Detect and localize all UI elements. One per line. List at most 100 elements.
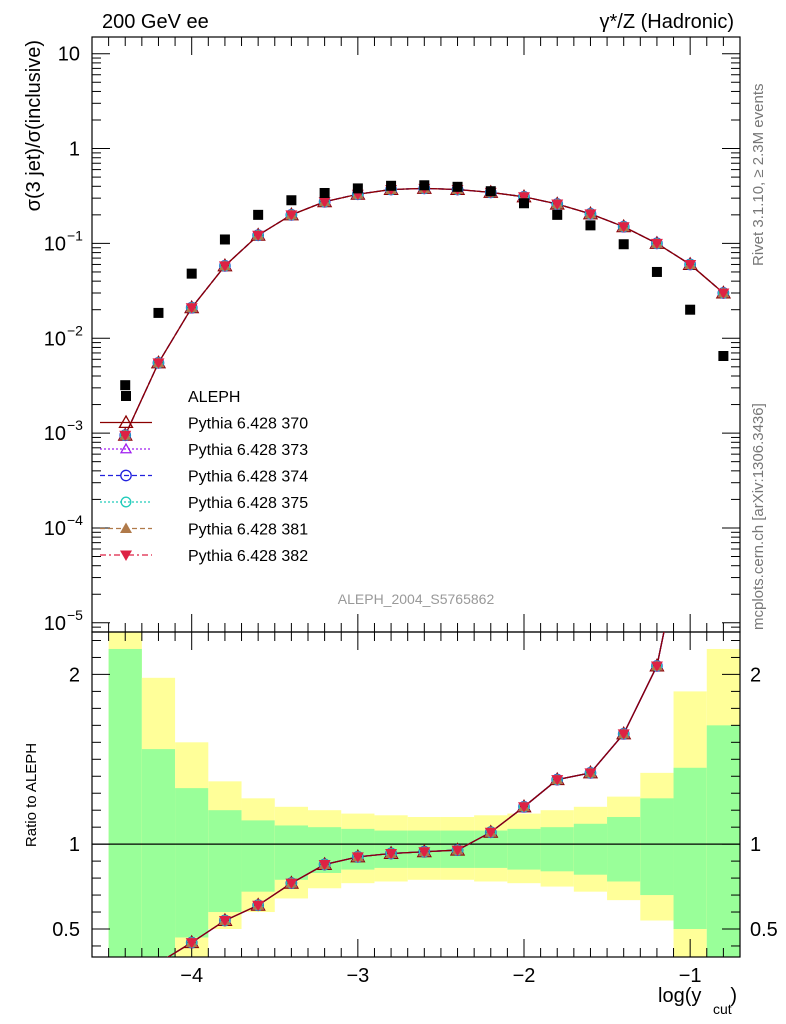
inner-band	[607, 816, 641, 882]
inner-band	[540, 827, 574, 872]
data-point	[552, 209, 563, 220]
data-point	[121, 391, 131, 401]
data-point	[185, 303, 198, 314]
data-point	[584, 209, 597, 220]
data-point	[485, 186, 496, 197]
data-point	[119, 430, 132, 442]
x-tick-label: −3	[346, 965, 369, 987]
main-y-axis-title: σ(3 jet)/σ(inclusive)	[23, 40, 45, 211]
ratio-panel-frame	[91, 631, 741, 958]
inner-band	[640, 798, 674, 896]
data-point	[252, 230, 265, 242]
inner-band	[241, 820, 275, 892]
data-point	[651, 266, 662, 277]
inner-band	[507, 828, 541, 870]
legend-label: Pythia 6.428 373	[188, 442, 308, 459]
data-point	[219, 234, 230, 245]
data-point	[318, 860, 331, 871]
inner-band	[108, 648, 142, 957]
x-axis-title-main: log(y	[658, 985, 701, 1007]
inner-band	[573, 823, 608, 875]
energy-label: 200 GeV ee	[102, 11, 209, 33]
legend-label: ALEPH	[188, 389, 240, 406]
data-point	[120, 522, 132, 533]
data-point	[318, 197, 331, 208]
rivet-label: Rivet 3.1.10, ≥ 2.3M events	[750, 84, 767, 267]
data-point	[252, 900, 265, 912]
legend-label: Pythia 6.428 374	[188, 469, 308, 486]
data-point	[285, 878, 298, 890]
ratio-y-tick-label-right: 2	[750, 664, 761, 686]
data-point	[286, 195, 297, 206]
data-point	[319, 187, 330, 198]
data-point	[685, 304, 696, 315]
ratio-y-tick-label-right: 1	[750, 834, 761, 856]
x-axis-title-subscript: cut	[713, 1001, 732, 1017]
data-point	[584, 768, 597, 779]
main-panel-frame	[91, 36, 741, 633]
data-point	[118, 414, 134, 429]
data-point	[650, 661, 663, 672]
data-point	[120, 380, 131, 391]
y-tick-label: 10	[44, 423, 66, 445]
ratio-markers	[184, 658, 665, 949]
data-point	[153, 307, 164, 318]
x-tick-label: −4	[180, 965, 203, 987]
data-point	[253, 209, 264, 220]
data-point	[352, 183, 363, 194]
y-tick-label: 1	[69, 139, 80, 161]
data-point	[119, 442, 133, 454]
legend: ALEPH Pythia 6.428 370 Pythia 6.428 373 Pyt…	[100, 389, 308, 565]
inner-band	[175, 788, 209, 938]
data-point	[120, 496, 132, 508]
data-point	[120, 469, 132, 482]
x-tick-label: −1	[679, 965, 702, 987]
y-tick-label: 10	[44, 233, 66, 255]
inner-band	[274, 825, 308, 880]
y-tick-label-exponent: −5	[67, 607, 83, 623]
inner-band	[706, 725, 740, 957]
data-point	[120, 550, 132, 561]
data-point	[218, 261, 231, 272]
legend-label: Pythia 6.428 370	[188, 416, 308, 433]
data-point	[186, 268, 197, 279]
legend-label: Pythia 6.428 381	[188, 522, 308, 539]
data-point	[650, 238, 663, 250]
mcplots-label: mcplots.cern.ch [arXiv:1306.3436]	[750, 403, 767, 630]
data-point	[386, 180, 397, 191]
data-point	[518, 802, 530, 813]
data-point	[484, 827, 497, 839]
ratio-y-tick-label: 1	[69, 834, 80, 856]
axis-ticks	[91, 37, 740, 957]
data-point	[684, 259, 697, 271]
data-point	[551, 775, 564, 786]
aleph-markers	[120, 180, 729, 391]
data-point	[152, 358, 165, 369]
data-point	[617, 729, 630, 740]
data-point	[617, 222, 630, 233]
data-point	[452, 181, 463, 192]
legend-label: Pythia 6.428 375	[188, 495, 308, 512]
x-axis-title: log(y cut )	[658, 985, 737, 1017]
data-point	[518, 192, 530, 203]
data-point	[585, 220, 596, 231]
analysis-id: ALEPH_2004_S5765862	[338, 591, 495, 607]
data-point	[419, 180, 430, 191]
y-tick-label: 10	[44, 518, 66, 540]
y-tick-label: 10	[58, 44, 80, 66]
x-axis-title-close: )	[730, 985, 737, 1007]
y-tick-label-exponent: −4	[67, 512, 83, 528]
ratio-y-tick-label: 0.5	[52, 919, 80, 941]
y-tick-label-exponent: −3	[67, 417, 83, 433]
data-point	[519, 198, 529, 209]
ratio-y-tick-label-right: 0.5	[750, 919, 778, 941]
y-tick-label-exponent: −1	[67, 227, 83, 243]
data-point	[418, 847, 431, 858]
ratio-y-axis-title: Ratio to ALEPH	[23, 743, 40, 847]
data-point	[185, 938, 198, 949]
inner-band	[208, 810, 242, 913]
legend-label: Pythia 6.428 382	[188, 548, 308, 565]
x-tick-label: −2	[513, 965, 536, 987]
data-point	[451, 845, 464, 857]
